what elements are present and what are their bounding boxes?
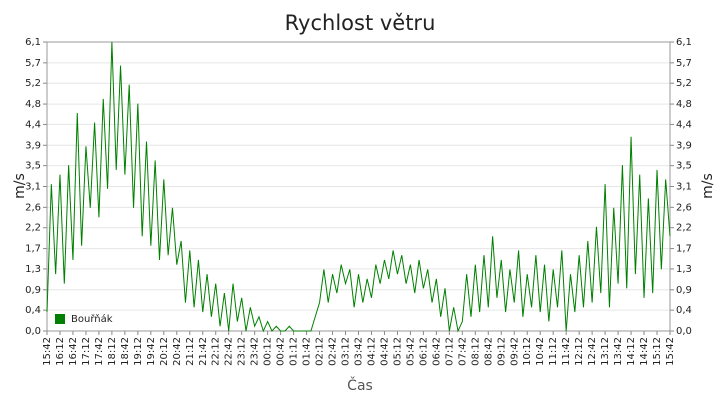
x-tick-label: 03:42 <box>354 337 365 366</box>
y2-tick-label: 5,2 <box>676 78 692 89</box>
y-tick-label: 3,1 <box>25 182 41 193</box>
y-tick-label: 1,3 <box>25 264 41 275</box>
x-tick-label: 08:42 <box>483 337 494 366</box>
y-tick-label: 4,4 <box>25 119 41 130</box>
y2-tick-label: 4,8 <box>676 99 692 110</box>
y2-tick-label: 2,6 <box>676 202 692 213</box>
y2-axis-title: m/s <box>700 173 716 199</box>
y-tick-label: 0,4 <box>25 305 41 316</box>
x-tick-label: 17:42 <box>94 337 105 366</box>
x-tick-label: 11:12 <box>548 337 559 366</box>
legend-label: Bouřňák <box>71 313 113 325</box>
x-tick-label: 12:12 <box>574 337 585 366</box>
x-tick-label: 23:12 <box>237 337 248 366</box>
x-tick-label: 04:42 <box>379 337 390 366</box>
x-tick-label: 03:12 <box>341 337 352 366</box>
y-tick-label: 0,0 <box>25 326 41 337</box>
x-tick-label: 09:42 <box>509 337 520 366</box>
y2-tick-label: 5,7 <box>676 58 692 69</box>
x-tick-label: 20:42 <box>172 337 183 366</box>
x-tick-label: 14:42 <box>639 337 650 366</box>
x-tick-label: 01:12 <box>289 337 300 366</box>
y-tick-label: 4,8 <box>25 99 41 110</box>
data-line <box>46 41 671 333</box>
y2-tick-label: 3,1 <box>676 182 692 193</box>
x-tick-label: 02:42 <box>328 337 339 366</box>
y2-tick-label: 1,3 <box>676 264 692 275</box>
x-tick-label: 02:12 <box>315 337 326 366</box>
x-tick-label: 04:12 <box>366 337 377 366</box>
y-tick-label: 5,2 <box>25 78 41 89</box>
x-tick-label: 18:12 <box>107 337 118 366</box>
y-tick-label: 6,1 <box>25 37 41 48</box>
y2-tick-label: 0,4 <box>676 305 692 316</box>
x-tick-label: 15:12 <box>652 337 663 366</box>
x-tick-label: 16:12 <box>55 337 66 366</box>
y2-tick-label: 3,5 <box>676 161 692 172</box>
plot-frame <box>46 41 671 332</box>
y2-tick-label: 0,9 <box>676 285 692 296</box>
y2-tick-label: 0,0 <box>676 326 692 337</box>
legend-swatch <box>55 314 65 324</box>
x-tick-label: 01:42 <box>302 337 313 366</box>
y2-tick-label: 6,1 <box>676 37 692 48</box>
x-tick-label: 05:42 <box>405 337 416 366</box>
y-axis-title: m/s <box>12 173 28 199</box>
x-tick-label: 14:12 <box>626 337 637 366</box>
chart-title: Rychlost větru <box>285 11 436 35</box>
x-tick-label: 13:42 <box>613 337 624 366</box>
x-tick-label: 00:42 <box>276 337 287 366</box>
x-tick-label: 10:12 <box>522 337 533 366</box>
x-tick-label: 23:42 <box>250 337 261 366</box>
y-tick-label: 3,9 <box>25 140 41 151</box>
x-tick-label: 09:12 <box>496 337 507 366</box>
x-tick-label: 22:42 <box>224 337 235 366</box>
x-tick-label: 22:12 <box>211 337 222 366</box>
x-tick-label: 16:42 <box>68 337 79 366</box>
x-tick-label: 10:42 <box>535 337 546 366</box>
x-tick-label: 08:12 <box>470 337 481 366</box>
x-tick-label: 07:42 <box>457 337 468 366</box>
y-tick-label: 0,9 <box>25 285 41 296</box>
x-tick-label: 06:12 <box>418 337 429 366</box>
y-tick-label: 2,6 <box>25 202 41 213</box>
x-tick-label: 17:12 <box>81 337 92 366</box>
y-tick-label: 3,5 <box>25 161 41 172</box>
x-tick-label: 12:42 <box>587 337 598 366</box>
y2-tick-label: 1,7 <box>676 244 692 255</box>
y2-tick-label: 3,9 <box>676 140 692 151</box>
x-tick-label: 15:42 <box>665 337 676 366</box>
x-axis-title: Čas <box>347 376 373 394</box>
y-tick-label: 2,2 <box>25 223 41 234</box>
x-tick-label: 19:12 <box>133 337 144 366</box>
y2-tick-label: 2,2 <box>676 223 692 234</box>
x-tick-label: 20:12 <box>159 337 170 366</box>
x-tick-label: 19:42 <box>146 337 157 366</box>
x-tick-label: 11:42 <box>561 337 572 366</box>
x-tick-label: 06:42 <box>431 337 442 366</box>
x-tick-label: 05:12 <box>392 337 403 366</box>
x-tick-label: 13:12 <box>600 337 611 366</box>
y2-tick-label: 4,4 <box>676 119 692 130</box>
x-tick-label: 18:42 <box>120 337 131 366</box>
y-tick-label: 5,7 <box>25 58 41 69</box>
x-tick-label: 00:12 <box>263 337 274 366</box>
x-tick-label: 15:42 <box>42 337 53 366</box>
x-tick-label: 07:12 <box>444 337 455 366</box>
x-tick-label: 21:42 <box>198 337 209 366</box>
x-tick-label: 21:12 <box>185 337 196 366</box>
y-tick-label: 1,7 <box>25 244 41 255</box>
